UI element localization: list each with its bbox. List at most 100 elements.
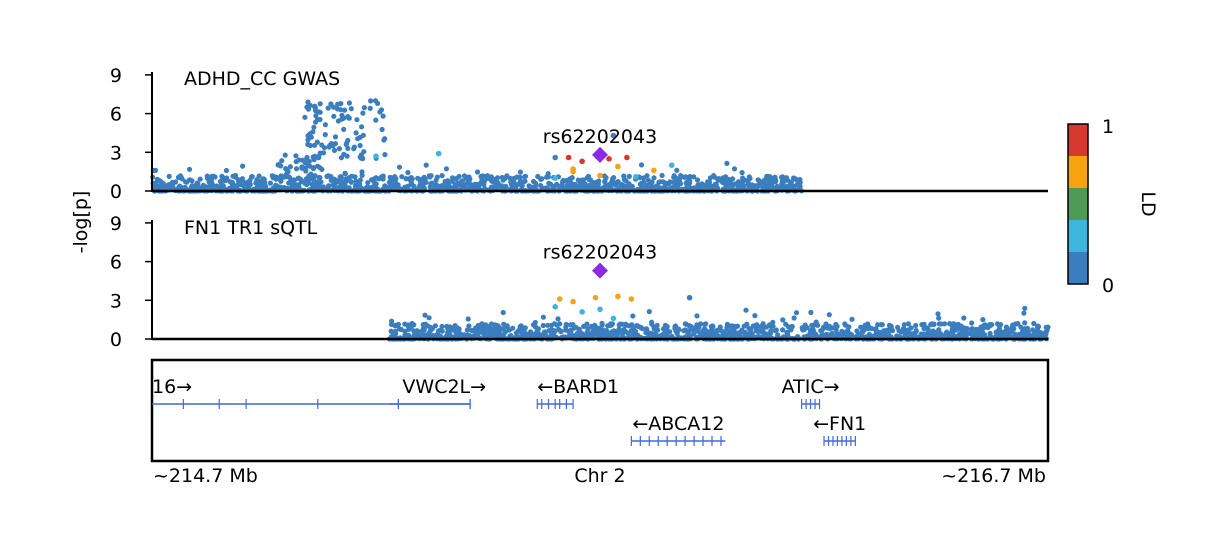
snp-point [377,109,383,115]
gene[interactable]: VWC2L→ [389,376,486,409]
snp-point [411,322,417,328]
snp-point [522,178,528,184]
snp-point [170,180,176,186]
snp-point [621,176,627,182]
snp-point [322,122,328,128]
snp-point [630,326,636,332]
snp-point [475,328,482,334]
snp-point [500,309,506,316]
snp-point [296,182,302,188]
snp-point [305,133,311,139]
snp-point [739,181,746,187]
snp-point [649,321,655,327]
sqtl-points [386,293,1051,342]
y-tick-label: 3 [110,142,122,164]
gene-label: ←FN1 [813,413,866,435]
snp-point [972,331,978,337]
ld-snp-point [610,132,617,139]
snp-point [345,145,351,151]
snp-point [739,170,745,176]
snp-point [357,142,363,149]
snp-point [316,183,322,189]
snp-point [1001,329,1007,335]
snp-point [267,180,273,186]
snp-point [348,179,354,185]
snp-point [346,100,352,106]
snp-point [439,173,445,179]
snp-point [305,180,311,186]
ld-snp-point [597,306,603,313]
snp-point [538,182,544,189]
snp-point [325,105,331,111]
snp-point [467,181,473,188]
snp-point [315,163,321,169]
snp-point [379,126,385,133]
gene[interactable]: ←BARD1 [536,376,619,409]
snp-point [682,328,688,334]
sqtl-y-ticks: 0 3 6 9 [110,213,152,351]
snp-point [454,175,460,182]
snp-point [780,327,786,333]
snp-point [724,321,731,327]
ld-bin [1068,124,1088,156]
snp-point [685,174,691,180]
gene[interactable]: ←FN1 [813,413,866,446]
snp-point [682,321,688,327]
snp-point [1045,324,1051,330]
snp-point [605,323,611,329]
snp-point [610,175,616,182]
snp-point [1022,305,1028,311]
snp-point [869,325,875,332]
snp-point [747,330,754,336]
snp-point [967,331,974,337]
snp-point [464,327,470,333]
snp-point [331,176,337,182]
snp-point [755,177,761,183]
snp-point [223,167,229,174]
snp-point [343,140,350,147]
snp-point [913,327,919,334]
snp-point [862,322,868,328]
snp-point [473,181,479,188]
snp-point [243,180,249,186]
snp-point [626,173,632,179]
gene[interactable]: ATIC→ [782,376,840,409]
snp-point [423,162,429,168]
gene[interactable]: ←ABCA12 [630,413,726,446]
ld-bin [1068,220,1088,252]
snp-point [322,132,328,138]
sqtl-panel: 0 3 6 9 FN1 TR1 sQTL rs62202043 [110,213,1051,351]
snp-point [469,327,475,334]
gwas-lead-snp-marker[interactable] [592,146,608,163]
snp-point [348,106,354,112]
snp-point [341,126,347,132]
snp-point [195,181,201,187]
snp-point [454,181,461,187]
sqtl-lead-snp-marker[interactable] [592,262,608,279]
snp-point [905,321,912,327]
snp-point [686,328,693,334]
snp-point [662,330,668,336]
snp-point [305,99,311,105]
snp-point [186,166,193,172]
snp-point [791,315,797,321]
snp-point [1015,321,1021,327]
snp-point [1031,320,1037,327]
snp-point [674,183,680,190]
snp-point [734,323,741,329]
snp-point [531,178,537,185]
snp-point [285,168,291,175]
snp-point [724,177,731,183]
snp-point [442,178,448,185]
ld-snp-point [668,162,675,168]
snp-point [155,185,162,191]
snp-point [637,181,643,187]
snp-point [508,333,514,339]
snp-point [935,333,942,339]
snp-point [961,315,967,321]
snp-point [795,178,801,184]
snp-point [815,322,821,328]
snp-point [809,322,815,328]
snp-point [300,157,306,163]
